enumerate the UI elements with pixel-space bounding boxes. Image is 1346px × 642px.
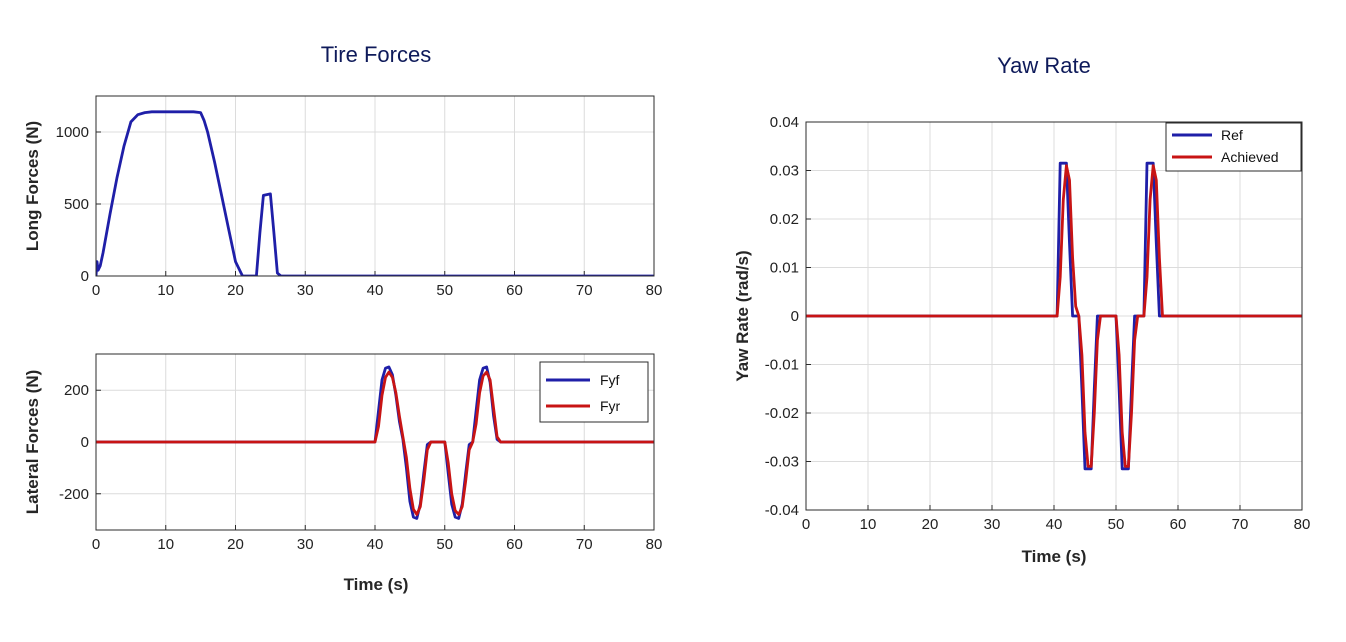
long-forces-plot: Tire Forces Long Forces (N) 0 10 20 30 40 50 6… bbox=[23, 42, 662, 299]
x-tick-label: 70 bbox=[576, 536, 593, 553]
x-tick-label: 20 bbox=[227, 282, 244, 299]
y-tick-label: 500 bbox=[64, 196, 89, 213]
legend-label-ref: Ref bbox=[1221, 127, 1243, 143]
y-axis-label-long: Long Forces (N) bbox=[23, 121, 42, 251]
chart-title-yaw-rate: Yaw Rate bbox=[997, 53, 1091, 78]
x-tick-label: 80 bbox=[646, 282, 663, 299]
x-tick-label: 60 bbox=[506, 282, 523, 299]
x-tick-label: 50 bbox=[436, 536, 453, 553]
x-tick-label: 30 bbox=[984, 516, 1001, 533]
x-tick-label: 70 bbox=[576, 282, 593, 299]
lateral-forces-plot: Time (s) Lateral Forces (N) 0 10 20 30 40 50 6… bbox=[23, 354, 662, 594]
y-tick-label: 200 bbox=[64, 382, 89, 399]
y-tick-label: -200 bbox=[59, 486, 89, 503]
chart-title-tire-forces: Tire Forces bbox=[321, 42, 431, 67]
y-tick-label: 0 bbox=[81, 434, 89, 451]
x-tick-label: 50 bbox=[436, 282, 453, 299]
y-tick-label: -0.03 bbox=[765, 454, 799, 471]
x-tick-label: 80 bbox=[1294, 516, 1311, 533]
y-tick-label: -0.01 bbox=[765, 357, 799, 374]
x-tick-label: 40 bbox=[367, 282, 384, 299]
y-tick-label: 0 bbox=[791, 308, 799, 325]
yaw-rate-plot: Yaw Rate Time (s) Yaw Rate (rad/s) 0 10 20… bbox=[733, 53, 1310, 566]
x-tick-label: 60 bbox=[1170, 516, 1187, 533]
x-tick-label: 50 bbox=[1108, 516, 1125, 533]
y-tick-label: 0.01 bbox=[770, 260, 799, 277]
x-tick-label: 40 bbox=[1046, 516, 1063, 533]
y-axis-label-yaw: Yaw Rate (rad/s) bbox=[733, 250, 752, 381]
x-tick-label: 60 bbox=[506, 536, 523, 553]
x-tick-label: 30 bbox=[297, 536, 314, 553]
x-tick-label: 10 bbox=[860, 516, 877, 533]
x-tick-label: 0 bbox=[92, 282, 100, 299]
x-axis-label-yaw: Time (s) bbox=[1022, 547, 1087, 566]
x-tick-label: 10 bbox=[157, 282, 174, 299]
legend-label-fyr: Fyr bbox=[600, 398, 621, 414]
legend-label-achieved: Achieved bbox=[1221, 149, 1279, 165]
y-tick-label: 1000 bbox=[56, 124, 89, 141]
legend bbox=[540, 362, 648, 422]
x-tick-label: 70 bbox=[1232, 516, 1249, 533]
x-tick-label: 80 bbox=[646, 536, 663, 553]
y-tick-label: 0.04 bbox=[770, 114, 799, 131]
x-tick-label: 20 bbox=[227, 536, 244, 553]
legend-label-fyf: Fyf bbox=[600, 372, 620, 388]
x-tick-label: 10 bbox=[157, 536, 174, 553]
x-tick-label: 30 bbox=[297, 282, 314, 299]
y-tick-label: 0 bbox=[81, 268, 89, 285]
x-tick-label: 0 bbox=[92, 536, 100, 553]
y-tick-label: 0.02 bbox=[770, 211, 799, 228]
y-tick-label: -0.04 bbox=[765, 502, 799, 519]
x-tick-label: 40 bbox=[367, 536, 384, 553]
y-tick-label: -0.02 bbox=[765, 405, 799, 422]
x-tick-label: 0 bbox=[802, 516, 810, 533]
x-tick-label: 20 bbox=[922, 516, 939, 533]
y-axis-label-lat: Lateral Forces (N) bbox=[23, 370, 42, 515]
y-tick-label: 0.03 bbox=[770, 163, 799, 180]
x-axis-label-lat: Time (s) bbox=[344, 575, 409, 594]
